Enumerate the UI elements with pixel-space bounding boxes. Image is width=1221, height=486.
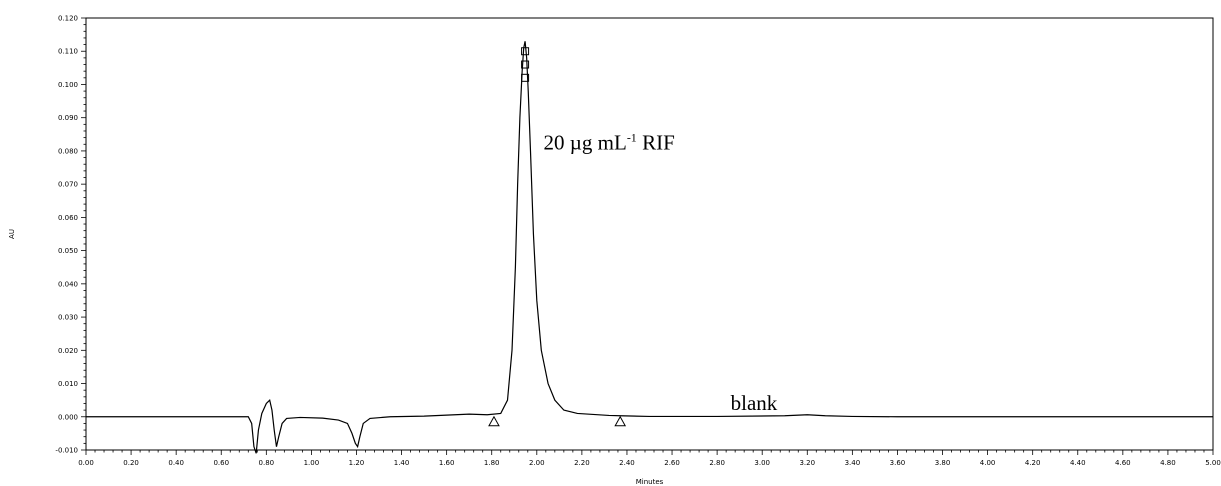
x-tick-label: 5.00	[1205, 459, 1221, 467]
x-tick-label: 2.20	[574, 459, 590, 467]
integration-marker	[488, 415, 500, 427]
x-tick-label: 1.80	[484, 459, 500, 467]
x-tick-label: 4.40	[1070, 459, 1086, 467]
x-tick-label: 3.40	[845, 459, 861, 467]
x-tick-label: 2.00	[529, 459, 545, 467]
x-tick-label: 4.60	[1115, 459, 1131, 467]
x-tick-label: 2.40	[619, 459, 635, 467]
x-tick-label: 0.40	[168, 459, 184, 467]
y-tick-label: 0.000	[58, 413, 78, 421]
x-tick-label: 3.00	[754, 459, 770, 467]
y-tick-label: 0.030	[58, 314, 78, 322]
markers	[488, 47, 627, 427]
plot-frame	[85, 17, 1214, 451]
x-axis-title: Minutes	[636, 478, 664, 486]
y-tick-label: 0.120	[58, 15, 78, 23]
x-tick-label: 0.20	[123, 459, 139, 467]
x-tick-label: 1.40	[394, 459, 410, 467]
x-tick-label: 2.80	[709, 459, 725, 467]
x-tick-label: 2.60	[664, 459, 680, 467]
integration-marker	[614, 415, 627, 427]
x-tick-label: 3.60	[890, 459, 906, 467]
x-tick-label: 0.60	[213, 459, 229, 467]
annotations: 20 µg mL-1 RIF blank	[544, 130, 778, 415]
chromatogram-trace	[86, 41, 1213, 454]
y-tick-label: 0.010	[58, 380, 78, 388]
x-tick-label: 0.00	[78, 459, 94, 467]
peak-marker	[521, 47, 530, 56]
x-tick-label: 1.20	[349, 459, 365, 467]
x-tick-label: 1.60	[439, 459, 455, 467]
y-tick-label: 0.100	[58, 81, 78, 89]
x-tick-label: 4.00	[980, 459, 996, 467]
x-tick-label: 3.20	[799, 459, 815, 467]
y-tick-label: -0.010	[55, 447, 78, 455]
y-tick-label: 0.020	[58, 347, 78, 355]
annotation-label: 20 µg mL-1 RIF	[544, 130, 675, 154]
peak-marker	[521, 60, 530, 69]
y-tick-label: 0.080	[58, 147, 78, 155]
annotation-label: blank	[731, 391, 778, 415]
y-axis: -0.010 0.000 0.010 0.020 0.030 0.040 0.050 0.06…	[55, 15, 86, 455]
y-tick-label: 0.060	[58, 214, 78, 222]
x-tick-label: 1.00	[304, 459, 320, 467]
y-tick-label: 0.090	[58, 114, 78, 122]
y-tick-label: 0.110	[58, 48, 78, 56]
x-tick-label: 3.80	[935, 459, 951, 467]
y-axis-title: AU	[8, 229, 16, 239]
x-tick-label: 4.20	[1025, 459, 1041, 467]
y-tick-label: 0.070	[58, 181, 78, 189]
x-axis: 0.00 0.20 0.40 0.60 0.80 1.00 1.20 1.40 1.60 1.80…	[78, 450, 1221, 467]
peak-marker	[521, 73, 530, 82]
x-tick-label: 4.80	[1160, 459, 1176, 467]
x-tick-label: 0.80	[259, 459, 275, 467]
y-tick-label: 0.040	[58, 280, 78, 288]
y-tick-label: 0.050	[58, 247, 78, 255]
